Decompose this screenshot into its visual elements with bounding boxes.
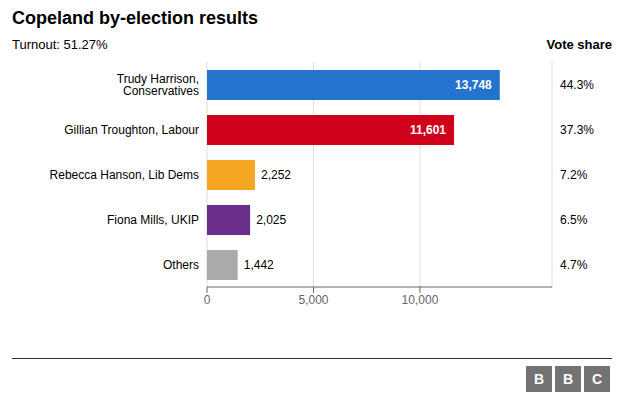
svg-text:Rebecca Hanson, Lib Dems: Rebecca Hanson, Lib Dems [50,168,199,182]
svg-text:4.7%: 4.7% [560,258,588,272]
svg-text:2,025: 2,025 [256,213,286,227]
svg-text:Gillian Troughton, Labour: Gillian Troughton, Labour [64,123,199,137]
html-text:C: C [591,371,603,387]
svg-text:7.2%: 7.2% [560,168,588,182]
svg-text:Others: Others [163,258,199,272]
svg-text:44.3%: 44.3% [560,78,594,92]
svg-text:2,252: 2,252 [261,168,291,182]
svg-text:11,601: 11,601 [410,123,446,137]
svg-text:37.3%: 37.3% [560,123,594,137]
html-text:Copeland by-election results: Copeland by-election results [12,8,259,28]
svg-text:1,442: 1,442 [244,258,274,272]
html-text:Vote share: Vote share [546,37,612,52]
svg-text:5,000: 5,000 [298,293,328,307]
html-text:Turnout: 51.27%: Turnout: 51.27% [12,37,108,52]
svg-text:10,000: 10,000 [402,293,439,307]
svg-text:Trudy Harrison,Conservatives: Trudy Harrison,Conservatives [117,72,199,98]
svg-text:13,748: 13,748 [455,78,492,92]
html-text:B: B [562,371,574,387]
svg-text:6.5%: 6.5% [560,213,588,227]
html-text:B: B [533,371,545,387]
svg-text:Fiona Mills, UKIP: Fiona Mills, UKIP [107,213,199,227]
svg-text:0: 0 [204,293,211,307]
